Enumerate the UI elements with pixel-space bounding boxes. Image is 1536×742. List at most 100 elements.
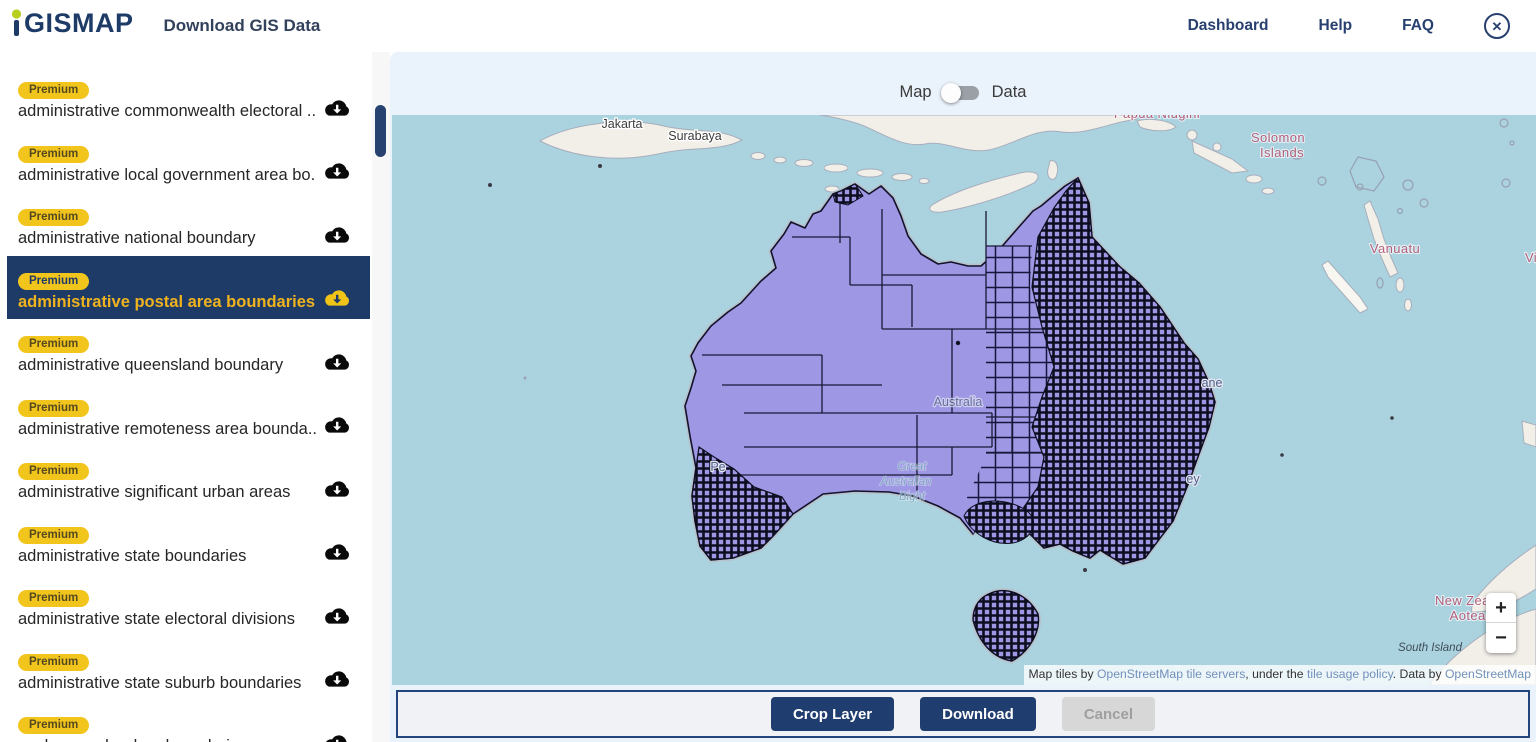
map-label: Islands [1260,145,1304,160]
cloud-download-icon [325,481,349,497]
layer-label: administrative national boundary [18,229,256,248]
layer-item[interactable]: Premium administrative state suburb boun… [0,637,370,701]
premium-badge: Premium [18,590,90,608]
nav-dashboard[interactable]: Dashboard [1187,17,1269,34]
attribution-text: , under the [1245,667,1307,681]
premium-badge: Premium [18,145,90,163]
map-label: South Island [1398,642,1463,654]
layer-label: administrative significant urban areas [18,483,291,502]
layer-item[interactable]: Premium administrative state electoral d… [0,573,370,637]
layer-item[interactable]: Premium administrative commonwealth elec… [0,65,370,129]
toggle-label-map: Map [899,83,932,101]
map-data-switch[interactable] [940,82,979,103]
close-icon: ✕ [1491,18,1503,34]
map-label: ane [1202,376,1223,390]
map-panel: Map Data [390,52,1536,742]
download-layer-button[interactable] [322,414,352,436]
australia-postal-layer [682,175,1218,664]
layer-label: canberra sub urban boundaries [18,737,316,742]
sidebar-scrollbar[interactable] [372,52,390,742]
map-label: Vi [1525,250,1536,265]
map-label: Vanuatu [1370,241,1420,256]
cancel-button: Cancel [1061,697,1156,731]
map-label: Australian [879,476,931,488]
premium-badge: Premium [18,717,90,735]
layer-item[interactable]: Premium administrative national boundary [0,192,370,256]
layer-item[interactable]: Premium administrative significant urban… [0,446,370,510]
download-layer-button[interactable] [322,351,352,373]
attribution-text: . Data by [1392,667,1445,681]
layer-label: administrative local government area bo.… [18,165,316,184]
nav-faq[interactable]: FAQ [1402,17,1434,34]
zoom-in-button[interactable]: + [1486,593,1516,623]
map-label: Surabaya [668,129,722,143]
layer-item[interactable]: Premium administrative state boundaries [0,510,370,574]
layer-label: administrative remoteness area bounda... [18,419,316,438]
download-layer-button[interactable] [322,478,352,500]
download-layer-button[interactable] [322,605,352,627]
switch-knob [940,82,961,103]
cloud-download-icon [325,417,349,433]
layer-label: administrative queensland boundary [18,356,284,375]
map-label: Solomon [1251,130,1305,145]
layer-item[interactable]: Premium canberra sub urban boundaries [0,700,370,742]
attribution-text: Map tiles by [1028,667,1097,681]
layer-item[interactable]: Premium administrative postal area bound… [7,255,370,319]
map-label: Great [898,461,928,473]
close-button[interactable]: ✕ [1484,13,1510,39]
tile-usage-policy-link[interactable]: tile usage policy [1306,667,1393,681]
download-layer-button[interactable] [322,541,352,563]
premium-badge: Premium [18,526,90,544]
map-label: Papua Niugini [1114,115,1200,121]
layer-item[interactable]: Premium administrative remoteness area b… [0,383,370,447]
osm-data-link[interactable]: OpenStreetMap [1444,667,1531,681]
reef-outlines [1290,118,1515,289]
map-zoom-control: + − [1486,593,1516,653]
logo-text: GISMAP [24,7,134,38]
map-label: Bight [899,491,926,503]
cloud-download-icon [325,354,349,370]
map-attribution: Map tiles by OpenStreetMap tile servers,… [1023,665,1536,685]
cloud-download-icon [325,227,349,243]
cloud-download-icon [325,163,349,179]
download-layer-button[interactable] [322,668,352,690]
scrollbar-thumb[interactable] [375,105,386,157]
map-label: Aotear [1450,608,1491,623]
view-toggle: Map Data [390,82,1536,103]
premium-badge: Premium [18,399,90,417]
download-layer-button[interactable] [322,160,352,182]
action-bar: Crop Layer Download Cancel [396,690,1530,738]
cloud-download-icon [325,544,349,560]
download-layer-button[interactable] [322,732,352,742]
osm-tile-servers-link[interactable]: OpenStreetMap tile servers [1096,667,1246,681]
layer-label: administrative commonwealth electoral ..… [18,102,316,121]
premium-badge: Premium [18,463,90,481]
layer-item[interactable]: Premium administrative local government … [0,129,370,193]
premium-badge: Premium [18,272,90,290]
download-layer-button[interactable] [322,224,352,246]
cloud-download-icon [325,290,349,306]
cloud-download-icon [325,735,348,742]
map-label: Jakarta [602,117,643,131]
app-logo[interactable]: GISMAP [10,8,134,45]
map-canvas[interactable]: Jakarta Surabaya Papua Niugini SolomonIslan… [392,115,1536,685]
crop-layer-button[interactable]: Crop Layer [770,697,895,731]
premium-badge: Premium [18,82,90,100]
cloud-download-icon [325,100,349,116]
download-layer-button[interactable] [322,287,352,309]
download-button[interactable]: Download [920,697,1036,731]
toggle-label-data: Data [991,83,1027,101]
premium-badge: Premium [18,336,90,354]
layer-list: Premium administrative commonwealth elec… [0,52,372,742]
zoom-out-button[interactable]: − [1486,623,1516,653]
layer-item[interactable]: Premium administrative queensland bounda… [0,319,370,383]
map-labels: Jakarta Surabaya Papua Niugini SolomonIslan… [600,115,1536,654]
map-label: Pe [710,460,725,474]
map-pin-icon [10,8,23,45]
layer-label: administrative state boundaries [18,546,247,565]
download-layer-button[interactable] [322,97,352,119]
nav-help[interactable]: Help [1318,17,1353,34]
premium-badge: Premium [18,653,90,671]
page-title: Download GIS Data [163,16,321,35]
header-nav: Dashboard Help FAQ ✕ [1188,13,1510,39]
